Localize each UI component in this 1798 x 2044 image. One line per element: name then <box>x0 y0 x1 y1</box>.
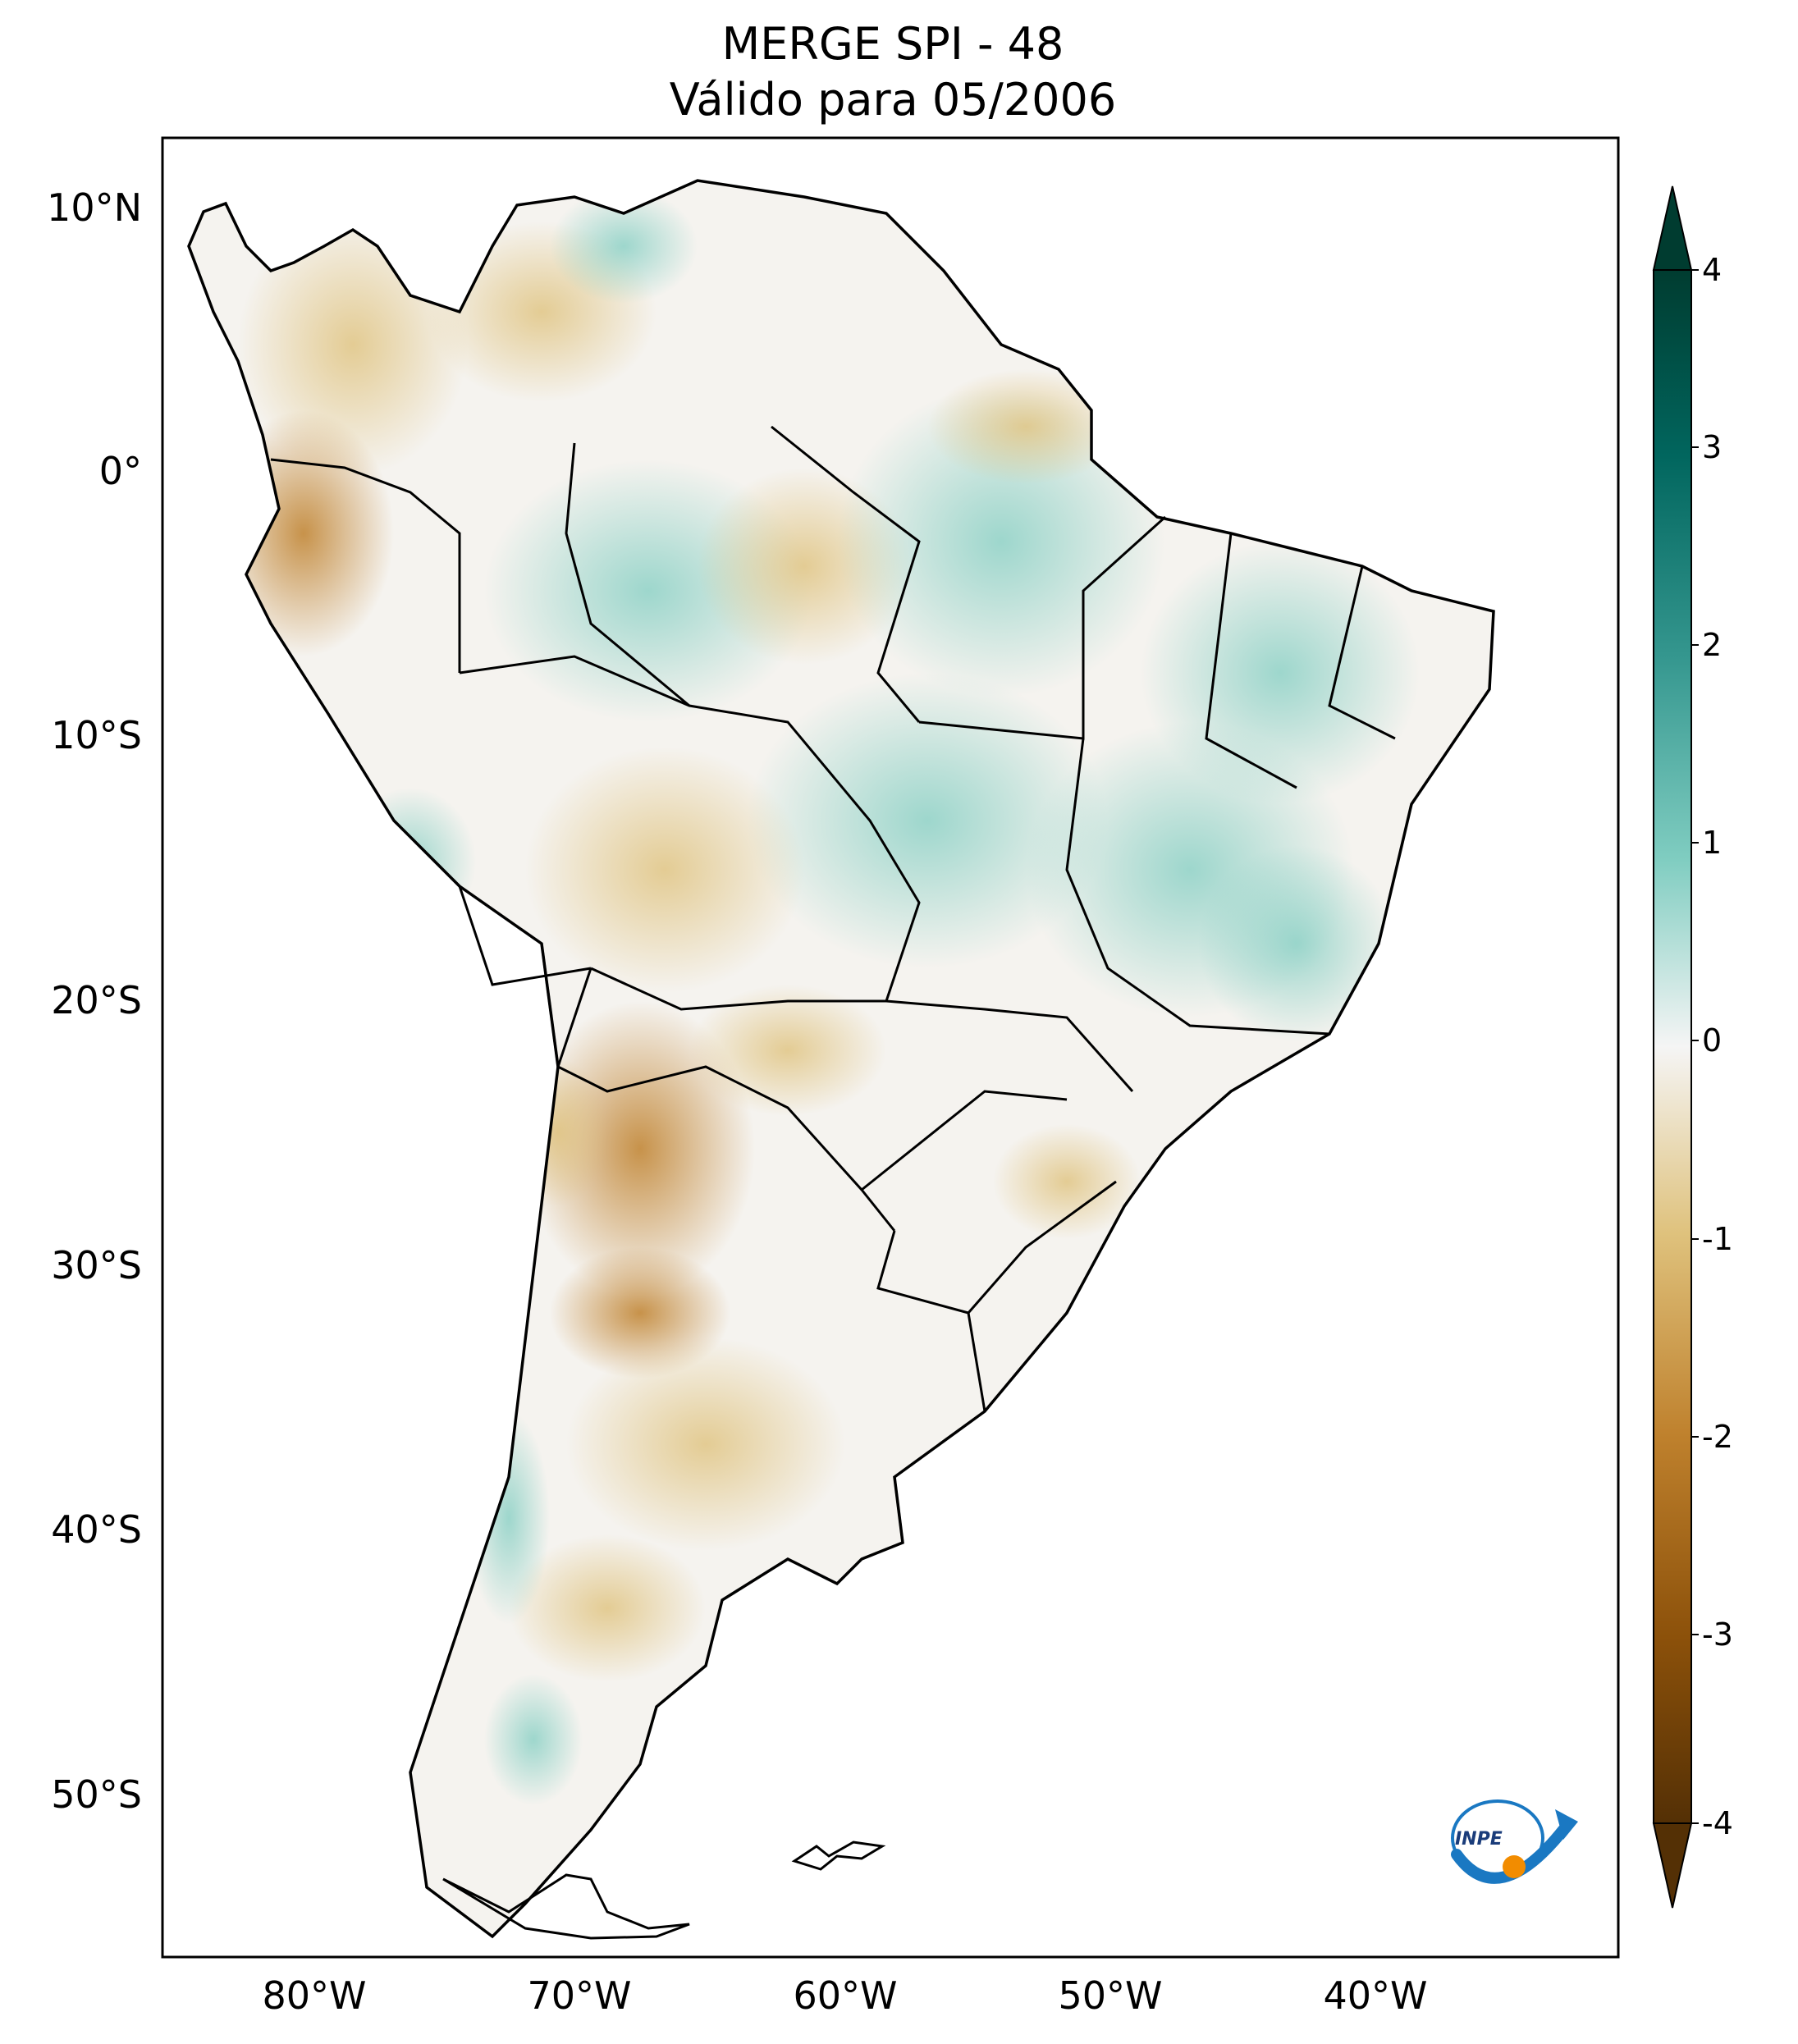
colorbar-label-neg1: -1 <box>1702 1221 1733 1257</box>
falkland-islands <box>791 1841 886 1871</box>
lat-label-10n: 10°N <box>47 185 142 230</box>
colorbar-label-1: 1 <box>1702 825 1723 861</box>
lat-label-10s: 10°S <box>51 713 142 757</box>
colorbar-max-extension <box>1652 185 1693 271</box>
colorbar-label-2: 2 <box>1702 627 1723 663</box>
inpe-logo: INPE <box>1440 1789 1584 1895</box>
lon-label-50w: 50°W <box>1058 1973 1163 2018</box>
colorbar-label-neg4: -4 <box>1702 1805 1733 1841</box>
lat-label-50s: 50°S <box>51 1772 142 1817</box>
inpe-logo-text: INPE <box>1455 1829 1503 1850</box>
colorbar-label-0: 0 <box>1702 1022 1723 1059</box>
map-subtitle: Válido para 05/2006 <box>669 74 1117 126</box>
lat-label-20s: 20°S <box>51 978 142 1022</box>
colorbar-label-3: 3 <box>1702 429 1723 465</box>
inpe-logo-icon: INPE <box>1451 1799 1578 1884</box>
colorbar-label-neg3: -3 <box>1702 1616 1733 1653</box>
colorbar-label-4: 4 <box>1702 252 1723 288</box>
colorbar-bar <box>1653 269 1692 1824</box>
lon-label-70w: 70°W <box>527 1973 632 2018</box>
lon-label-40w: 40°W <box>1323 1973 1428 2018</box>
lat-label-0: 0° <box>98 449 142 493</box>
map-title: MERGE SPI - 48 <box>721 18 1064 70</box>
lon-label-60w: 60°W <box>793 1973 898 2018</box>
political-borders <box>270 425 1396 1543</box>
colorbar-min-extension <box>1652 1822 1693 1909</box>
lat-label-30s: 30°S <box>51 1243 142 1287</box>
lat-label-40s: 40°S <box>51 1507 142 1552</box>
plot-frame <box>161 136 1620 1959</box>
colorbar-label-neg2: -2 <box>1702 1419 1733 1455</box>
colorbar-ticks <box>1691 269 1699 1824</box>
lon-label-80w: 80°W <box>262 1973 367 2018</box>
colorbar <box>1652 185 1699 1909</box>
tierra-del-fuego <box>442 1873 690 1940</box>
